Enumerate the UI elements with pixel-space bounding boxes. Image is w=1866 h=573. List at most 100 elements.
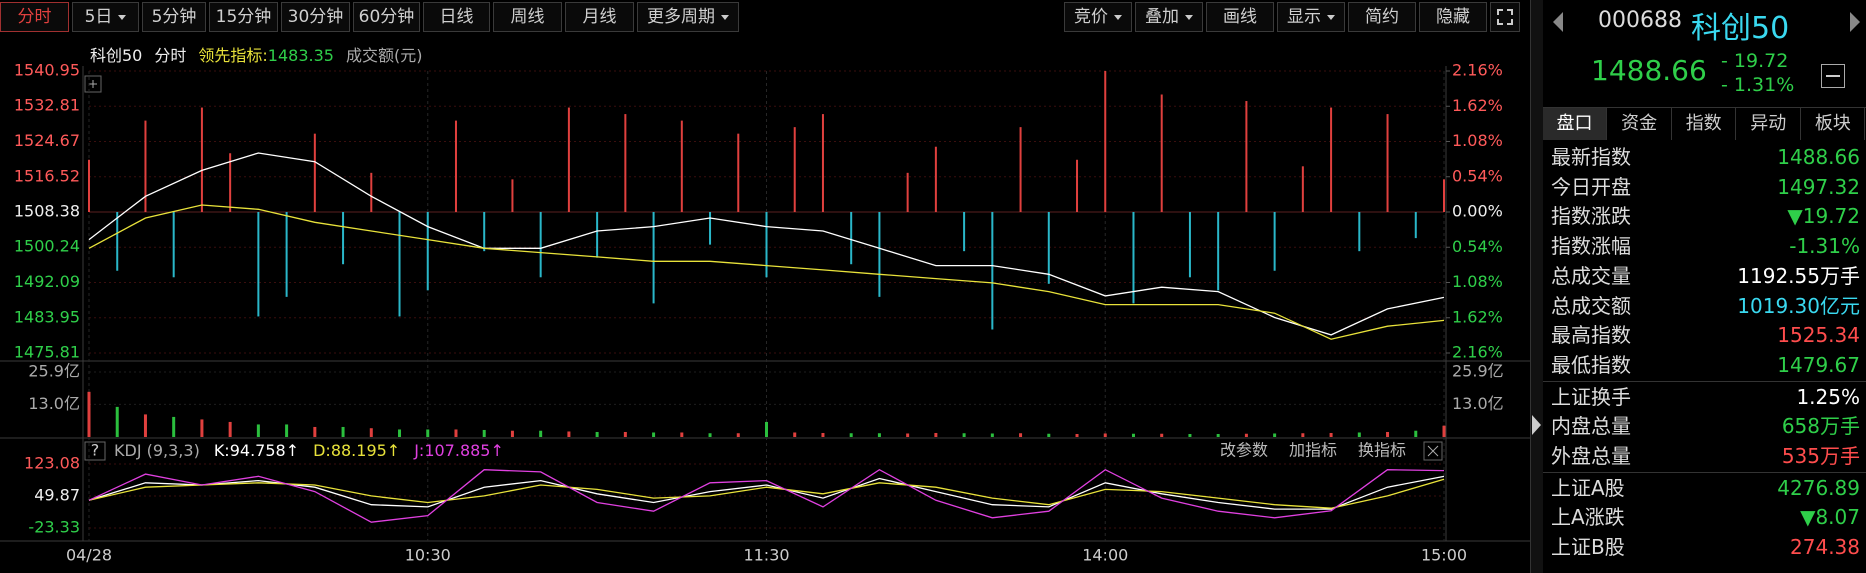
- row-label: 上证B股: [1551, 535, 1625, 560]
- volume-bar: [736, 433, 740, 437]
- collapse-button[interactable]: [1821, 64, 1845, 88]
- volume-label: 成交额(元): [346, 46, 423, 65]
- indicator-button[interactable]: 改参数: [1220, 441, 1268, 460]
- row-value: 274.38: [1790, 535, 1860, 560]
- period-button[interactable]: 分时: [0, 2, 69, 32]
- tab[interactable]: 指数: [1672, 108, 1737, 140]
- kdj-tick-label: -23.33: [28, 518, 80, 537]
- x-tick-label: 04/28: [66, 546, 112, 565]
- button-label: 5日: [84, 7, 113, 27]
- volume-tick-label: 25.9亿: [1452, 362, 1504, 381]
- dropdown-caret: [1114, 14, 1122, 20]
- lead-bar: [680, 120, 683, 212]
- period-button[interactable]: 日线: [423, 2, 490, 32]
- period-button[interactable]: 更多周期: [637, 2, 739, 32]
- row-label: 内盘总量: [1551, 414, 1631, 439]
- lead-bar: [793, 127, 796, 212]
- volume-bar: [115, 406, 119, 437]
- period-button[interactable]: 周线: [493, 2, 562, 32]
- volume-bar: [793, 432, 797, 437]
- volume-bar: [172, 416, 176, 437]
- prev-arrow[interactable]: [1553, 12, 1563, 32]
- kdj-tick-label: 49.87: [34, 486, 80, 505]
- lead-bar: [1160, 94, 1163, 212]
- tool-button[interactable]: 叠加: [1135, 2, 1203, 32]
- volume-bar: [1019, 433, 1023, 437]
- lead-bar: [963, 212, 966, 252]
- volume-bar: [228, 421, 232, 437]
- lead-bar: [1019, 127, 1022, 212]
- tab[interactable]: 异动: [1737, 108, 1801, 140]
- group-separator: [1543, 471, 1866, 473]
- row-label: 今日开盘: [1551, 174, 1631, 199]
- volume-bar: [341, 426, 345, 437]
- button-label: 叠加: [1145, 7, 1179, 27]
- x-tick-label: 14:00: [1082, 546, 1128, 565]
- volume-tick-label: 13.0亿: [28, 394, 80, 413]
- period-button[interactable]: 5日: [72, 2, 139, 32]
- tool-button[interactable]: 显示: [1277, 2, 1345, 32]
- row-value: 1488.66: [1777, 145, 1860, 169]
- info-row: 指数涨跌 ▼19.72: [1543, 201, 1866, 231]
- info-row: 最高指数 1525.34: [1543, 320, 1866, 350]
- close-button[interactable]: [1423, 441, 1443, 461]
- tool-button[interactable]: 隐藏: [1419, 2, 1487, 32]
- info-row: 总成交量 1192.55 万手: [1543, 261, 1866, 291]
- tool-button[interactable]: 简约: [1348, 2, 1416, 32]
- y-tick-label: 1492.09: [14, 272, 80, 291]
- expand-handle[interactable]: [1532, 415, 1541, 435]
- legend-name: D:: [313, 441, 331, 460]
- tab[interactable]: 板块: [1801, 108, 1866, 140]
- period-button[interactable]: 月线: [565, 2, 634, 32]
- row-value: -1.31%: [1789, 234, 1860, 259]
- series-line: [88, 478, 1445, 509]
- y-tick-label: 1540.95: [14, 61, 80, 80]
- indicator-button[interactable]: 加指标: [1289, 441, 1337, 460]
- lead-bar: [906, 172, 909, 212]
- row-value-wrap: 274.38: [1790, 532, 1860, 562]
- info-row: 今日开盘 1497.32: [1543, 172, 1866, 202]
- x-tick-label: 11:30: [743, 546, 789, 565]
- row-label: 外盘总量: [1551, 444, 1631, 468]
- tool-button[interactable]: 画线: [1206, 2, 1274, 32]
- period-button[interactable]: 5分钟: [142, 2, 206, 32]
- pct-change: - 1.31%: [1721, 74, 1795, 96]
- tab-border: [1543, 107, 1866, 108]
- legend-value: 107.885: [424, 441, 490, 460]
- lead-bar: [821, 114, 824, 212]
- fullscreen-button[interactable]: [1490, 2, 1520, 32]
- lead-bar: [1301, 166, 1304, 212]
- volume-bar: [256, 424, 260, 437]
- volume-bar: [313, 426, 317, 437]
- y2-tick-label: 1.08%: [1452, 131, 1503, 150]
- row-value-wrap: 1525.34: [1777, 320, 1860, 350]
- period-button[interactable]: 15分钟: [209, 2, 278, 32]
- lead-bar: [1386, 114, 1389, 212]
- info-row: 总成交额 1019.30 亿元: [1543, 291, 1866, 321]
- tab[interactable]: 资金: [1608, 108, 1672, 140]
- volume-bar: [623, 431, 627, 437]
- lead-bar: [737, 133, 740, 212]
- row-label: 指数涨跌: [1551, 204, 1631, 229]
- period-button[interactable]: 30分钟: [281, 2, 350, 32]
- legend-value: 88.195: [331, 441, 387, 460]
- indicator-button[interactable]: 换指标: [1358, 441, 1406, 460]
- volume-bar: [285, 424, 289, 437]
- y2-tick-label: 0.54%: [1452, 166, 1503, 185]
- splitter[interactable]: [1530, 0, 1544, 573]
- y2-tick-label: 1.62%: [1452, 96, 1503, 115]
- volume-bar: [1414, 430, 1418, 437]
- button-label: 分时: [17, 7, 52, 27]
- tab[interactable]: 盘口: [1543, 108, 1607, 140]
- row-label: 最低指数: [1551, 352, 1631, 377]
- row-value: 1.25%: [1796, 384, 1860, 409]
- lead-bar: [850, 212, 853, 265]
- lead-name: 领先指标:: [198, 46, 267, 65]
- period-button[interactable]: 60分钟: [353, 2, 420, 32]
- volume-bar: [1047, 433, 1051, 437]
- tool-button[interactable]: 竞价: [1064, 2, 1132, 32]
- button-label: 简约: [1365, 7, 1399, 27]
- next-arrow[interactable]: [1850, 12, 1860, 32]
- volume-bar: [1131, 433, 1135, 437]
- info-row: 最新指数 1488.66: [1543, 142, 1866, 172]
